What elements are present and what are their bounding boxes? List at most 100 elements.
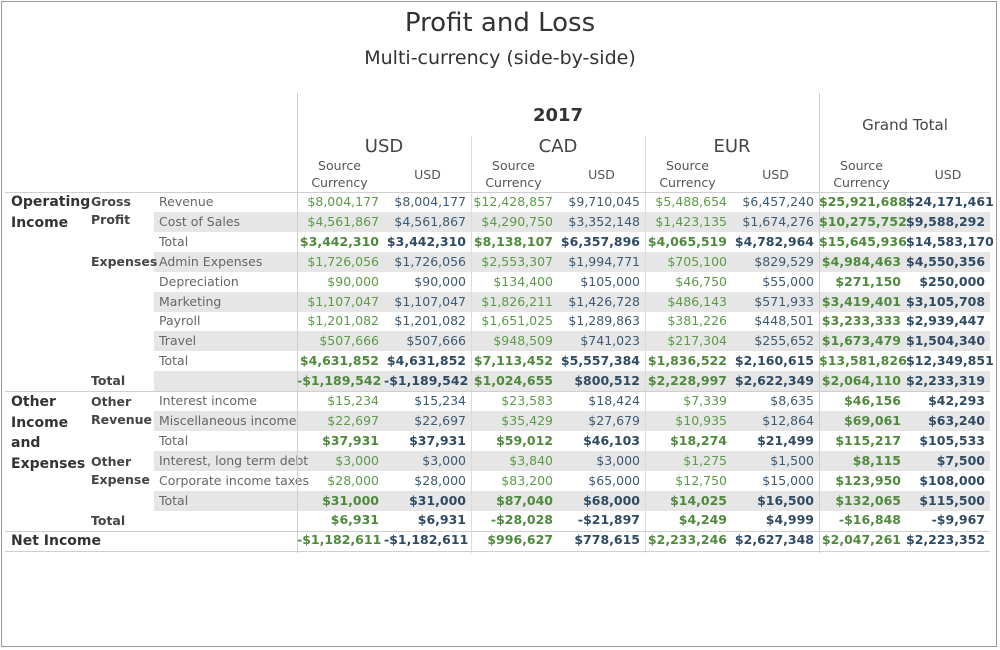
value-cell[interactable]: $90,000 xyxy=(414,273,466,289)
value-cell[interactable]: $1,107,047 xyxy=(307,293,379,309)
value-cell[interactable]: $2,553,307 xyxy=(481,253,553,269)
value-cell[interactable]: $1,201,082 xyxy=(307,313,379,329)
value-cell[interactable]: $12,349,851 xyxy=(906,353,994,369)
value-cell[interactable]: $1,107,047 xyxy=(394,293,466,309)
value-cell[interactable]: $37,931 xyxy=(322,432,379,448)
value-cell[interactable]: $1,275 xyxy=(683,452,727,468)
value-cell[interactable]: $46,103 xyxy=(583,432,640,448)
value-cell[interactable]: $7,500 xyxy=(936,452,985,468)
value-cell[interactable]: $1,674,276 xyxy=(742,213,814,229)
value-cell[interactable]: $2,047,261 xyxy=(821,532,901,548)
value-cell[interactable]: $37,931 xyxy=(409,432,466,448)
value-cell[interactable]: $115,217 xyxy=(835,432,901,448)
value-cell[interactable]: $381,226 xyxy=(667,313,727,329)
value-cell[interactable]: $5,488,654 xyxy=(655,194,727,209)
value-cell[interactable]: $6,457,240 xyxy=(742,194,814,209)
value-cell[interactable]: $6,931 xyxy=(330,512,379,528)
value-cell[interactable]: $31,000 xyxy=(409,492,466,508)
value-cell[interactable]: $14,025 xyxy=(670,492,727,508)
value-cell[interactable]: $35,429 xyxy=(501,412,553,428)
value-cell[interactable]: $1,500 xyxy=(770,452,814,468)
value-cell[interactable]: -$1,182,611 xyxy=(384,532,469,548)
value-cell[interactable]: $28,000 xyxy=(414,472,466,488)
value-cell[interactable]: $90,000 xyxy=(327,273,379,289)
value-cell[interactable]: $15,234 xyxy=(327,393,379,408)
value-cell[interactable]: $1,651,025 xyxy=(481,313,553,329)
value-cell[interactable]: $1,201,082 xyxy=(394,313,466,329)
value-cell[interactable]: $3,442,310 xyxy=(386,233,466,249)
value-cell[interactable]: $9,588,292 xyxy=(906,213,986,229)
value-cell[interactable]: $6,357,896 xyxy=(560,233,640,249)
value-cell[interactable]: $108,000 xyxy=(919,472,985,488)
value-cell[interactable]: $42,293 xyxy=(928,393,985,408)
value-cell[interactable]: $2,064,110 xyxy=(821,373,901,389)
value-cell[interactable]: $59,012 xyxy=(496,432,553,448)
value-cell[interactable]: -$1,182,611 xyxy=(297,532,382,548)
value-cell[interactable]: $829,529 xyxy=(754,253,814,269)
value-cell[interactable]: $5,557,384 xyxy=(560,353,640,369)
value-cell[interactable]: $1,836,522 xyxy=(647,353,727,369)
value-cell[interactable]: $1,289,863 xyxy=(568,313,640,329)
col-header-usd[interactable]: USD xyxy=(588,167,615,182)
value-cell[interactable]: $217,304 xyxy=(667,333,727,349)
value-cell[interactable]: $21,499 xyxy=(757,432,814,448)
value-cell[interactable]: $24,171,461 xyxy=(906,194,994,209)
value-cell[interactable]: $55,000 xyxy=(762,273,814,289)
value-cell[interactable]: $2,622,349 xyxy=(734,373,814,389)
value-cell[interactable]: $18,424 xyxy=(588,393,640,408)
value-cell[interactable]: $3,000 xyxy=(335,452,379,468)
value-cell[interactable]: $3,840 xyxy=(509,452,553,468)
value-cell[interactable]: -$16,848 xyxy=(838,512,901,528)
value-cell[interactable]: $3,419,401 xyxy=(821,293,901,309)
value-cell[interactable]: $4,631,852 xyxy=(299,353,379,369)
value-cell[interactable]: $3,233,333 xyxy=(821,313,901,329)
value-cell[interactable]: $1,994,771 xyxy=(568,253,640,269)
value-cell[interactable]: $8,635 xyxy=(770,393,814,408)
value-cell[interactable]: $507,666 xyxy=(319,333,379,349)
net-income-label[interactable]: Net Income xyxy=(11,533,101,549)
value-cell[interactable]: $2,233,246 xyxy=(647,532,727,548)
value-cell[interactable]: $3,105,708 xyxy=(906,293,986,309)
value-cell[interactable]: $271,150 xyxy=(835,273,901,289)
col-header-usd[interactable]: USD xyxy=(934,167,962,182)
value-cell[interactable]: $27,679 xyxy=(588,412,640,428)
value-cell[interactable]: $571,933 xyxy=(754,293,814,309)
value-cell[interactable]: $10,935 xyxy=(675,412,727,428)
value-cell[interactable]: $2,627,348 xyxy=(734,532,814,548)
value-cell[interactable]: $3,000 xyxy=(596,452,640,468)
value-cell[interactable]: $25,921,688 xyxy=(819,194,907,209)
value-cell[interactable]: $83,200 xyxy=(501,472,553,488)
group-expenses[interactable]: Expenses xyxy=(91,254,158,269)
value-cell[interactable]: $1,726,056 xyxy=(394,253,466,269)
value-cell[interactable]: $4,782,964 xyxy=(734,233,814,249)
group-operating-income[interactable]: Operating Income xyxy=(11,194,91,231)
value-cell[interactable]: $14,583,170 xyxy=(906,233,994,249)
value-cell[interactable]: $9,710,045 xyxy=(568,194,640,209)
value-cell[interactable]: $4,065,519 xyxy=(647,233,727,249)
col-header-source-currency[interactable]: Source Currency xyxy=(485,158,542,190)
currency-header-eur[interactable]: EUR xyxy=(713,136,751,157)
value-cell[interactable]: $996,627 xyxy=(487,532,553,548)
value-cell[interactable]: $23,583 xyxy=(501,393,553,408)
value-cell[interactable]: $1,504,340 xyxy=(906,333,986,349)
currency-header-usd[interactable]: USD xyxy=(364,136,404,157)
value-cell[interactable]: $1,426,728 xyxy=(568,293,640,309)
value-cell[interactable]: -$9,967 xyxy=(931,512,985,528)
value-cell[interactable]: $3,000 xyxy=(422,452,466,468)
value-cell[interactable]: $705,100 xyxy=(667,253,727,269)
value-cell[interactable]: $12,864 xyxy=(762,412,814,428)
value-cell[interactable]: $778,615 xyxy=(574,532,640,548)
value-cell[interactable]: $250,000 xyxy=(919,273,985,289)
value-cell[interactable]: $12,428,857 xyxy=(473,194,553,209)
value-cell[interactable]: $1,826,211 xyxy=(481,293,553,309)
value-cell[interactable]: $15,000 xyxy=(762,472,814,488)
value-cell[interactable]: $12,750 xyxy=(675,472,727,488)
value-cell[interactable]: $948,509 xyxy=(493,333,553,349)
value-cell[interactable]: $4,631,852 xyxy=(386,353,466,369)
value-cell[interactable]: $63,240 xyxy=(928,412,985,428)
value-cell[interactable]: $16,500 xyxy=(757,492,814,508)
currency-header-cad[interactable]: CAD xyxy=(538,136,578,157)
value-cell[interactable]: $2,228,997 xyxy=(647,373,727,389)
value-cell[interactable]: $4,550,356 xyxy=(906,253,986,269)
value-cell[interactable]: $46,156 xyxy=(844,393,901,408)
